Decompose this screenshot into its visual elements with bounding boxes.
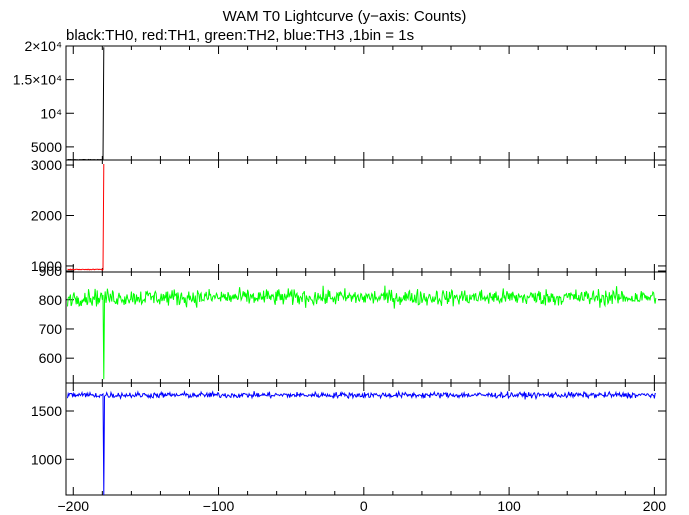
y-tick-label-TH2: 800 xyxy=(39,292,63,308)
series-line-TH3 xyxy=(67,389,656,496)
series-line-TH1 xyxy=(67,163,105,271)
series-line-TH2 xyxy=(67,285,657,380)
x-tick-label: −100 xyxy=(203,498,235,514)
y-tick-label-TH0: 1.5×10⁴ xyxy=(13,72,62,88)
panel-frame-TH1 xyxy=(65,159,667,273)
panel-frame-TH2 xyxy=(65,271,667,384)
y-tick-label-TH3: 1500 xyxy=(31,403,62,419)
chart-subtitle: black:TH0, red:TH1, green:TH2, blue:TH3 … xyxy=(66,27,415,44)
y-tick-label-TH1: 900 xyxy=(39,263,63,279)
x-tick-label: −200 xyxy=(57,498,89,514)
y-tick-label-TH0: 2×10⁴ xyxy=(24,38,62,54)
y-tick-label-TH2: 600 xyxy=(39,350,63,366)
panel-frame-TH3 xyxy=(65,382,667,496)
y-tick-label-TH0: 10⁴ xyxy=(40,105,62,121)
x-tick-label: 0 xyxy=(360,498,368,514)
y-tick-label-TH0: 5000 xyxy=(31,139,62,155)
y-tick-label-TH1: 1000 xyxy=(31,258,62,274)
x-tick-label: 100 xyxy=(497,498,521,514)
y-tick-label-TH2: 700 xyxy=(39,321,63,337)
y-tick-label-TH1: 2000 xyxy=(31,207,62,223)
chart-title: WAM T0 Lightcurve (y−axis: Counts) xyxy=(222,8,467,25)
y-tick-label-TH1: 3000 xyxy=(31,157,62,173)
series-line-TH0 xyxy=(67,47,105,161)
x-tick-label: 200 xyxy=(643,498,667,514)
panel-frame-TH0 xyxy=(65,45,667,161)
y-tick-label-TH3: 1000 xyxy=(31,451,62,467)
